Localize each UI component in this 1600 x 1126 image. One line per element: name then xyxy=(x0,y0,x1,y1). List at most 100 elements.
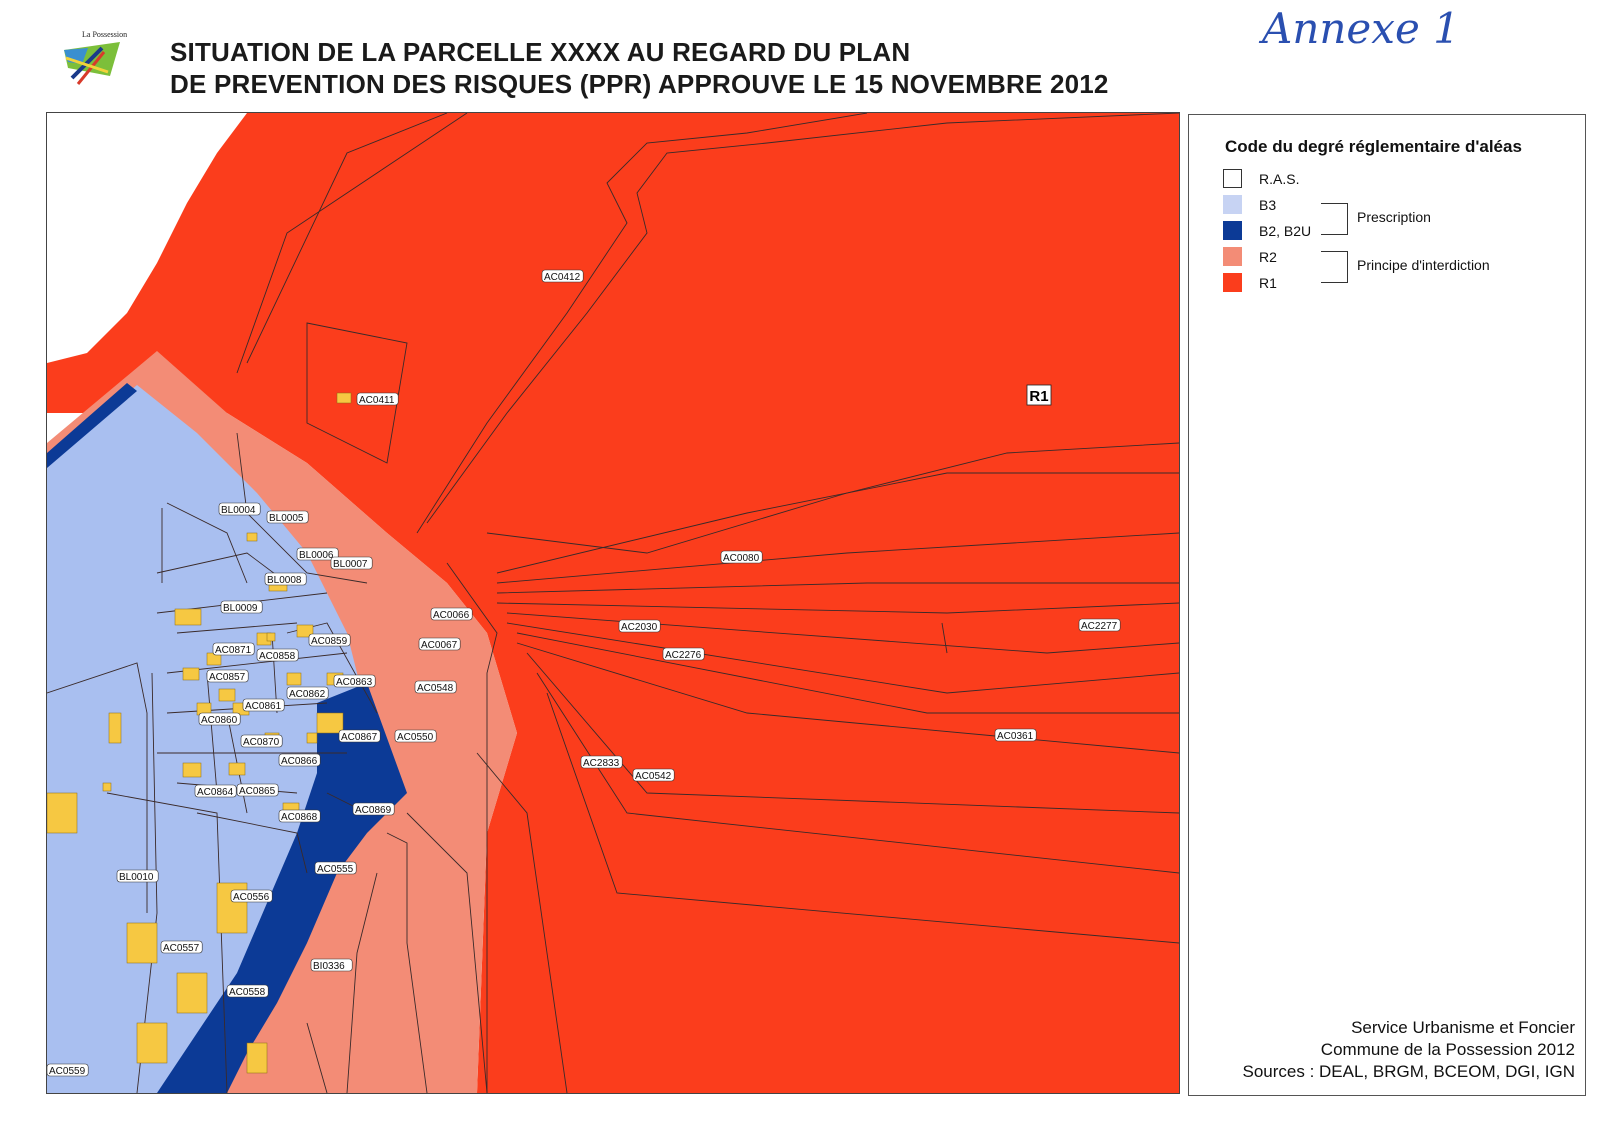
parcel-label-bg xyxy=(198,712,241,726)
title-line-1: SITUATION DE LA PARCELLE XXXX AU REGARD … xyxy=(170,37,911,67)
parcel-label-bg xyxy=(116,869,159,883)
building xyxy=(174,608,202,626)
building xyxy=(286,672,302,686)
parcel-label: AC0557 xyxy=(163,943,200,954)
building xyxy=(47,792,78,834)
parcel-label-bg xyxy=(356,392,399,406)
parcel-label-bg xyxy=(242,698,285,712)
legend-swatch-b3 xyxy=(1223,195,1242,214)
parcel-line xyxy=(941,622,948,654)
annex-handwritten-note: Annexe 1 xyxy=(1262,4,1460,53)
parcel-line xyxy=(506,612,1179,654)
parcel-label: AC0412 xyxy=(544,272,581,283)
parcel-label: AC0555 xyxy=(317,864,354,875)
legend-label-r2: R2 xyxy=(1259,249,1277,265)
parcel-label-bg xyxy=(160,940,203,954)
parcel-line xyxy=(176,622,298,634)
parcel-label-bg xyxy=(310,958,353,972)
parcel-line xyxy=(306,322,408,464)
parcel-label-bg xyxy=(266,510,309,524)
parcel-label: AC0080 xyxy=(723,553,760,564)
parcel-line xyxy=(426,113,1179,524)
parcel-label-bg xyxy=(206,669,249,683)
parcel-label: AC0869 xyxy=(355,805,392,816)
building xyxy=(182,667,200,681)
parcel-label-bg xyxy=(256,648,299,662)
parcel-label: AC0865 xyxy=(239,786,276,797)
building xyxy=(246,532,258,542)
parcel-label: AC2030 xyxy=(621,622,658,633)
parcel-line xyxy=(246,512,368,584)
parcel-label-bg xyxy=(296,547,339,561)
credits-line-3: Sources : DEAL, BRGM, BCEOM, DGI, IGN xyxy=(1242,1062,1575,1081)
credits-line-2: Commune de la Possession 2012 xyxy=(1320,1040,1575,1059)
parcel-label: AC0871 xyxy=(215,645,252,656)
zone-b2 xyxy=(47,383,407,1093)
parcel-label-bg xyxy=(414,680,457,694)
parcel-line xyxy=(246,113,448,364)
parcel-label: AC0860 xyxy=(201,715,238,726)
parcel-label: AC0867 xyxy=(341,732,378,743)
parcel-label-bg xyxy=(218,502,261,516)
parcel-label-bg xyxy=(338,729,381,743)
parcel-label-bg xyxy=(430,607,473,621)
parcel-label-bg xyxy=(278,809,321,823)
parcel-label: BL0006 xyxy=(299,550,334,561)
parcel-label-bg xyxy=(194,784,237,798)
building xyxy=(176,972,208,1014)
building xyxy=(306,732,318,744)
parcel-label: AC0861 xyxy=(245,701,282,712)
parcel-label-bg xyxy=(314,861,357,875)
parcel-label: BL0004 xyxy=(221,505,256,516)
parcel-label: BL0008 xyxy=(267,575,302,586)
zone-b3 xyxy=(47,385,367,1093)
zone-label-box xyxy=(1026,384,1052,406)
parcel-line xyxy=(496,582,1179,594)
legend-title: Code du degré réglementaire d'aléas xyxy=(1225,137,1522,156)
parcel-label-bg xyxy=(240,734,283,748)
parcel-label: AC0558 xyxy=(229,987,266,998)
parcel-label: AC2833 xyxy=(583,758,620,769)
parcel-line xyxy=(386,832,428,1093)
parcel-label: AC0870 xyxy=(243,737,280,748)
building xyxy=(102,782,112,792)
building xyxy=(182,762,202,778)
parcel-label-bg xyxy=(632,768,675,782)
building xyxy=(218,688,236,702)
legend-label-b3: B3 xyxy=(1259,197,1277,213)
parcel-line xyxy=(476,752,568,1093)
parcel-label-bg xyxy=(230,889,273,903)
building xyxy=(228,762,246,776)
title-line-2: DE PREVENTION DES RISQUES (PPR) APPROUVE… xyxy=(170,69,1109,99)
legend-label-ras: R.A.S. xyxy=(1259,171,1300,187)
parcel-label-bg xyxy=(352,802,395,816)
building xyxy=(296,624,314,638)
parcel-label: AC0857 xyxy=(209,672,246,683)
parcel-boundaries xyxy=(47,113,1179,1093)
parcel-label: AC0868 xyxy=(281,812,318,823)
parcel-line xyxy=(306,1022,328,1093)
legend-swatch-b2 xyxy=(1223,221,1242,240)
legend-panel: Code du degré réglementaire d'aléas R.A.… xyxy=(1188,114,1586,1096)
parcel-line xyxy=(496,602,1179,614)
building xyxy=(126,922,158,964)
building xyxy=(136,1022,168,1064)
parcel-label-bg xyxy=(580,755,623,769)
brace-prescription xyxy=(1321,203,1348,235)
parcel-label-bg xyxy=(286,686,329,700)
legend-swatch-ras xyxy=(1223,169,1242,188)
parcel-line xyxy=(536,672,1179,874)
building xyxy=(266,632,276,642)
parcel-line xyxy=(47,662,148,913)
legend-swatch-r1 xyxy=(1223,273,1242,292)
parcel-line xyxy=(416,113,868,534)
parcel-label: AC0066 xyxy=(433,610,470,621)
parcel-label-bg xyxy=(994,728,1037,742)
parcel-label-bg xyxy=(47,1063,89,1077)
parcel-label-bg xyxy=(330,556,373,570)
buildings xyxy=(47,392,352,1074)
building xyxy=(316,712,344,734)
parcel-label-bg xyxy=(278,753,321,767)
parcel-label: AC0559 xyxy=(49,1066,86,1077)
